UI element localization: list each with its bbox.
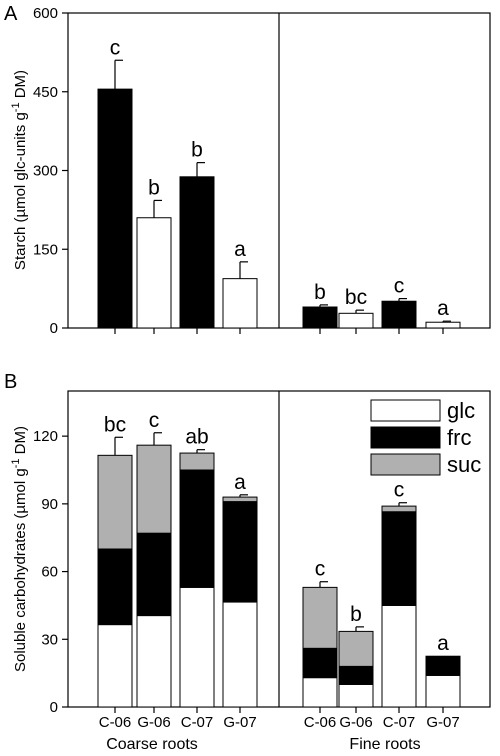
significance-label: a xyxy=(437,632,449,655)
bar xyxy=(222,278,258,329)
bar-segment-suc xyxy=(302,586,338,649)
x-tick-label: C-07 xyxy=(383,714,416,731)
y-tick-label: 0 xyxy=(50,699,58,716)
significance-label: b xyxy=(314,281,326,304)
panel-b: B Soluble carbohydrates (µmol g-1 DM) 0 3… xyxy=(4,371,491,753)
bar-segment-frc xyxy=(179,469,215,588)
bar-segment-glc xyxy=(136,615,172,708)
significance-label: bc xyxy=(104,413,126,436)
bar-segment-glc xyxy=(425,674,461,708)
bar-segment-glc xyxy=(381,604,417,708)
bar-segment-suc xyxy=(179,452,215,471)
bar-segment-suc xyxy=(338,630,374,667)
legend-swatch-suc xyxy=(370,453,441,476)
bar-segment-frc xyxy=(425,655,461,676)
x-tick-label: G-06 xyxy=(137,714,170,731)
bar xyxy=(381,300,417,329)
bar-segment-frc xyxy=(302,647,338,679)
bar-segment-glc xyxy=(338,683,374,708)
significance-label: c xyxy=(149,409,160,432)
bar-segment-frc xyxy=(136,532,172,617)
bar-segment-suc xyxy=(97,454,133,550)
x-tick-label: G-06 xyxy=(339,714,372,731)
significance-label: c xyxy=(394,275,405,298)
group-label-fine: Fine roots xyxy=(349,736,420,753)
y-tick-label: 30 xyxy=(41,631,58,648)
panel-b-label: B xyxy=(4,371,17,393)
legend-label-frc: frc xyxy=(447,425,471,450)
bar-segment-suc xyxy=(381,505,417,513)
group-label-coarse: Coarse roots xyxy=(106,736,198,753)
bar xyxy=(302,306,338,329)
y-tick-label: 90 xyxy=(41,496,58,513)
bar-segment-suc xyxy=(136,444,172,534)
y-tick-label: 450 xyxy=(33,84,58,101)
bar-segment-glc xyxy=(302,677,338,708)
legend-swatch-frc xyxy=(370,426,441,449)
bar-segment-suc xyxy=(222,496,258,503)
significance-label: c xyxy=(110,36,121,59)
significance-label: a xyxy=(437,297,449,320)
y-tick-label: 300 xyxy=(33,163,58,180)
y-tick-label: 600 xyxy=(33,5,58,22)
significance-label: a xyxy=(234,471,246,494)
significance-label: b xyxy=(148,176,160,199)
panel-a: A Starch (µmol glc-units g-1 DM) 0 150 300… xyxy=(4,3,491,337)
significance-label: bc xyxy=(345,286,367,309)
bar xyxy=(425,321,461,329)
bar xyxy=(97,88,133,329)
legend-label-suc: suc xyxy=(447,452,481,477)
x-tick-label: C-06 xyxy=(99,714,132,731)
significance-label: ab xyxy=(185,426,208,449)
x-tick-label: C-06 xyxy=(304,714,337,731)
x-tick-label: C-07 xyxy=(181,714,214,731)
y-tick-label: 120 xyxy=(33,428,58,445)
bar-segment-glc xyxy=(222,601,258,708)
bar-segment-frc xyxy=(222,501,258,603)
significance-label: c xyxy=(394,479,405,502)
bar xyxy=(136,217,172,329)
panel-a-label: A xyxy=(4,3,18,25)
y-tick-label: 150 xyxy=(33,241,58,258)
x-tick-label: G-07 xyxy=(223,714,256,731)
bar-segment-frc xyxy=(97,548,133,626)
significance-label: b xyxy=(191,139,203,162)
bar xyxy=(338,312,374,329)
x-tick-label: G-07 xyxy=(426,714,459,731)
significance-label: c xyxy=(315,558,326,581)
significance-label: b xyxy=(350,603,362,626)
panel-a-ylabel: Starch (µmol glc-units g-1 DM) xyxy=(10,70,29,270)
bar-segment-glc xyxy=(179,586,215,708)
bar-segment-glc xyxy=(97,624,133,708)
bar-segment-frc xyxy=(338,665,374,685)
legend-label-glc: glc xyxy=(447,398,475,423)
legend-swatch-glc xyxy=(370,399,441,422)
y-tick-label: 0 xyxy=(50,320,58,337)
legend: glc frc suc xyxy=(370,398,481,477)
bar xyxy=(179,176,215,329)
significance-label: a xyxy=(234,238,246,261)
bar-segment-frc xyxy=(381,511,417,606)
y-tick-label: 60 xyxy=(41,564,58,581)
panel-b-ylabel: Soluble carbohydrates (µmol g-1 DM) xyxy=(10,426,29,672)
